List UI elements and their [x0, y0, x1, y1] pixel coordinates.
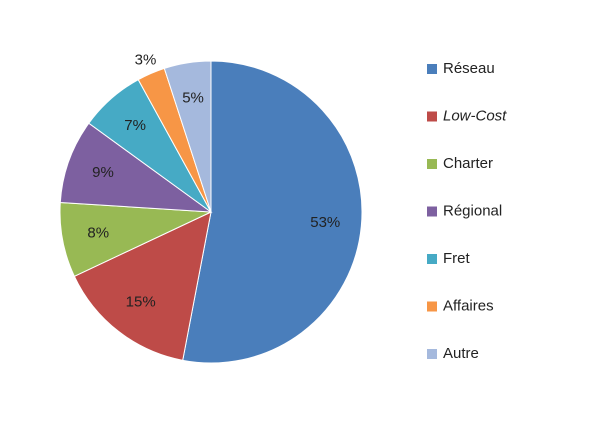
legend-label: Affaires [443, 297, 494, 314]
data-label: 8% [87, 224, 109, 241]
data-label: 3% [135, 52, 157, 69]
legend-marker [427, 349, 437, 359]
legend-label: Low-Cost [443, 107, 507, 124]
pie-slice [182, 60, 363, 364]
data-label: 5% [182, 90, 204, 107]
pie-slice [73, 211, 212, 361]
pie-slice [163, 60, 212, 213]
data-label: 9% [92, 164, 114, 181]
legend-label: Charter [443, 155, 493, 172]
data-label: 15% [126, 294, 156, 311]
legend-marker [427, 111, 437, 122]
pie-slice [59, 122, 213, 213]
legend-label: Fret [443, 250, 471, 267]
data-label: 53% [310, 214, 340, 231]
legend-label: Régional [443, 202, 502, 219]
legend-label: Réseau [443, 60, 495, 77]
legend-marker [427, 64, 437, 74]
data-label: 7% [124, 117, 146, 134]
legend-marker [427, 254, 437, 264]
legend-marker [427, 159, 437, 169]
legend-marker [427, 301, 437, 312]
legend-marker [427, 206, 437, 217]
legend-label: Autre [443, 345, 479, 362]
